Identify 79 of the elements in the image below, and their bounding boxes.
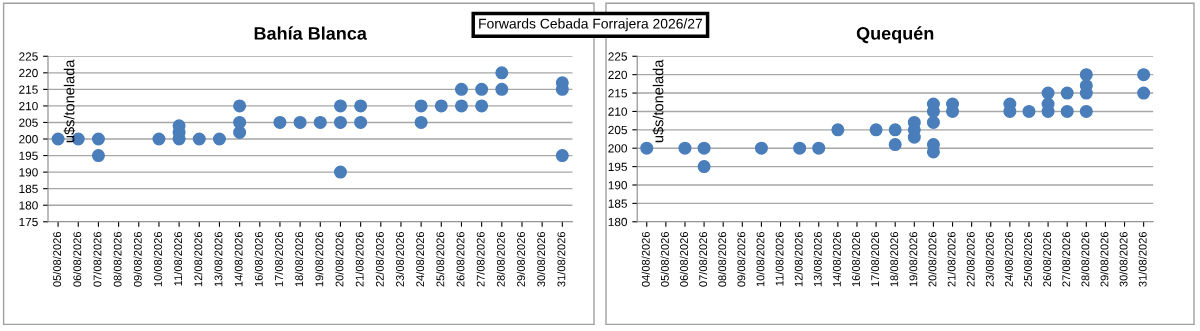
x-tick-label: 05/08/2026 (52, 231, 62, 287)
x-tick-label: 30/08/2026 (1119, 231, 1128, 287)
x-tick-label: 31/08/2026 (557, 231, 566, 287)
x-tick-label: 17/08/2026 (274, 231, 283, 287)
x-tick-label: 22/08/2026 (966, 231, 975, 287)
x-tick-label: 09/08/2026 (133, 231, 142, 287)
x-tick-label: 26/08/2026 (456, 231, 465, 287)
y-tick-label: 215 (608, 89, 627, 98)
x-tick-label: 06/08/2026 (73, 231, 82, 287)
x-tick-label: 07/08/2026 (698, 231, 708, 287)
y-tick-label: 200 (19, 135, 38, 144)
y-tick-label: 175 (19, 217, 38, 227)
x-tick-label: 18/08/2026 (890, 231, 899, 287)
text: Forwards Cebada Forrajera 2026/27 (479, 18, 703, 32)
y-tick-label: 215 (19, 85, 38, 94)
x-tick-label: 09/08/2026 (737, 231, 746, 287)
x-tick-label: 05/08/2026 (660, 231, 669, 287)
x-tick-label: 26/08/2026 (1042, 231, 1052, 287)
y-tick-label: 210 (608, 107, 628, 116)
y-tick-label: 190 (608, 181, 628, 190)
y-tick-label: 205 (19, 118, 38, 127)
x-tick-label: 13/08/2026 (813, 231, 822, 287)
x-tick-label: 08/08/2026 (718, 231, 727, 287)
x-tick-label: 20/08/2026 (335, 231, 344, 287)
x-tick-label: 06/08/2026 (679, 231, 688, 287)
x-tick-label: 22/08/2026 (375, 231, 384, 287)
x-tick-label: 10/08/2026 (153, 231, 162, 287)
x-tick-label: 14/08/2026 (832, 231, 841, 287)
x-tick-label: 27/08/2026 (1062, 231, 1071, 287)
x-tick-label: 30/08/2026 (536, 231, 546, 287)
x-tick-label: 29/08/2026 (516, 231, 525, 287)
chart-title: Quequén (856, 26, 934, 44)
y-tick-label: 200 (608, 144, 628, 153)
y-tick-label: 180 (608, 217, 628, 227)
x-tick-label: 25/08/2026 (1023, 231, 1032, 287)
x-tick-label: 21/08/2026 (947, 231, 956, 287)
y-tick-label: 180 (19, 201, 38, 210)
y-tick-label: 185 (19, 184, 38, 194)
y-tick-label: 205 (608, 125, 627, 135)
x-tick-label: 16/08/2026 (254, 231, 263, 287)
x-tick-label: 20/08/2026 (928, 231, 937, 287)
y-tick-label: 185 (608, 199, 627, 208)
chart-title: Bahía Blanca (254, 26, 368, 40)
x-tick-label: 24/08/2026 (415, 231, 425, 287)
x-tick-label: 18/08/2026 (294, 231, 304, 287)
x-tick-label: 16/08/2026 (851, 231, 860, 287)
x-tick-label: 07/08/2026 (93, 231, 102, 287)
x-tick-label: 28/08/2026 (496, 231, 505, 287)
x-tick-label: 04/08/2026 (641, 231, 650, 287)
y-tick-label: 190 (19, 168, 38, 177)
y-axis-title: u$s/tonelada (63, 59, 76, 143)
x-tick-label: 21/08/2026 (355, 231, 364, 287)
x-tick-label: 10/08/2026 (756, 231, 765, 287)
x-tick-label: 19/08/2026 (315, 231, 324, 287)
x-tick-label: 29/08/2026 (1100, 231, 1109, 287)
x-tick-label: 24/08/2026 (1004, 231, 1013, 287)
x-tick-label: 11/08/2026 (173, 231, 183, 286)
x-tick-label: 31/08/2026 (1138, 231, 1147, 287)
x-tick-label: 12/08/2026 (194, 231, 203, 287)
x-tick-label: 23/08/2026 (395, 231, 404, 287)
x-tick-label: 08/08/2026 (113, 231, 122, 287)
y-tick-label: 220 (608, 70, 628, 80)
x-tick-label: 28/08/2026 (1081, 231, 1090, 287)
x-tick-label: 25/08/2026 (436, 231, 445, 287)
x-tick-label: 11/08/2026 (775, 231, 784, 286)
y-tick-label: 225 (19, 52, 38, 61)
x-tick-label: 12/08/2026 (794, 231, 803, 287)
y-axis-title: u$s/tonelada (652, 59, 665, 143)
x-tick-label: 14/08/2026 (234, 231, 243, 287)
y-tick-label: 210 (19, 101, 38, 111)
x-tick-label: 27/08/2026 (476, 231, 485, 287)
x-tick-label: 17/08/2026 (870, 231, 880, 287)
x-tick-label: 13/08/2026 (214, 231, 223, 287)
x-tick-label: 23/08/2026 (985, 231, 994, 287)
y-tick-label: 220 (19, 68, 38, 78)
y-tick-label: 225 (608, 52, 627, 61)
y-tick-label: 195 (19, 151, 38, 160)
x-tick-label: 19/08/2026 (909, 231, 918, 287)
y-tick-label: 195 (608, 162, 627, 171)
